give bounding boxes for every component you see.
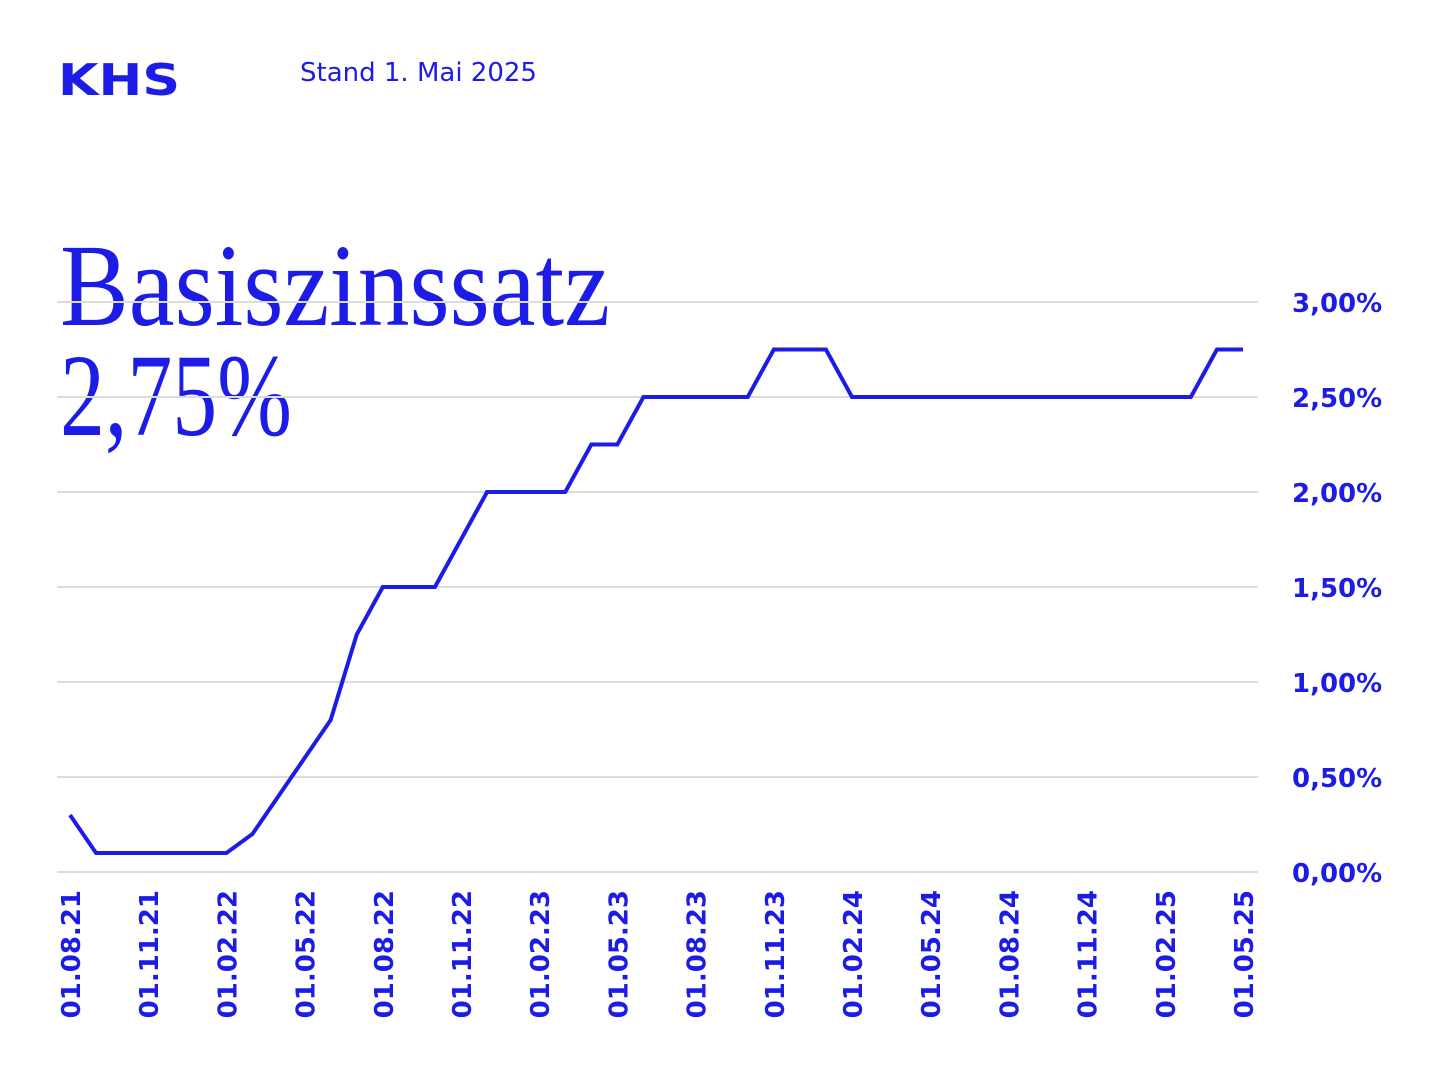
x-tick-label: 01.02.24: [839, 890, 869, 1018]
x-tick-label: 01.05.23: [604, 890, 634, 1018]
chart-title: Basiszinssatz: [60, 220, 610, 351]
x-tick-label: 01.11.22: [448, 890, 478, 1018]
x-tick-label: 01.05.24: [917, 890, 947, 1018]
x-tick-label: 01.05.22: [292, 890, 322, 1018]
y-tick-label: 1,50%: [1292, 574, 1382, 604]
x-tick-label: 01.05.25: [1230, 890, 1260, 1018]
x-tick-label: 01.08.23: [683, 890, 713, 1018]
x-tick-label: 01.08.22: [370, 890, 400, 1018]
x-tick-label: 01.11.24: [1074, 890, 1104, 1018]
data-line: [68, 347, 1243, 855]
y-tick-label: 0,50%: [1292, 764, 1382, 794]
x-tick-label: 01.11.21: [135, 890, 165, 1018]
x-tick-label: 01.02.23: [526, 890, 556, 1018]
y-tick-label: 1,00%: [1292, 669, 1382, 699]
x-tick-label: 01.08.24: [995, 890, 1025, 1018]
logo: KHS: [58, 55, 180, 106]
x-tick-label: 01.02.22: [213, 890, 243, 1018]
chart-subtitle: 2,75%: [60, 330, 292, 461]
y-tick-label: 2,00%: [1292, 479, 1382, 509]
y-tick-label: 2,50%: [1292, 384, 1382, 414]
x-tick-label: 01.02.25: [1152, 890, 1182, 1018]
x-tick-label: 01.11.23: [761, 890, 791, 1018]
x-tick-label: 01.08.21: [57, 890, 87, 1018]
y-tick-label: 3,00%: [1292, 289, 1382, 319]
y-tick-label: 0,00%: [1292, 859, 1382, 889]
date: Stand 1. Mai 2025: [300, 58, 537, 88]
